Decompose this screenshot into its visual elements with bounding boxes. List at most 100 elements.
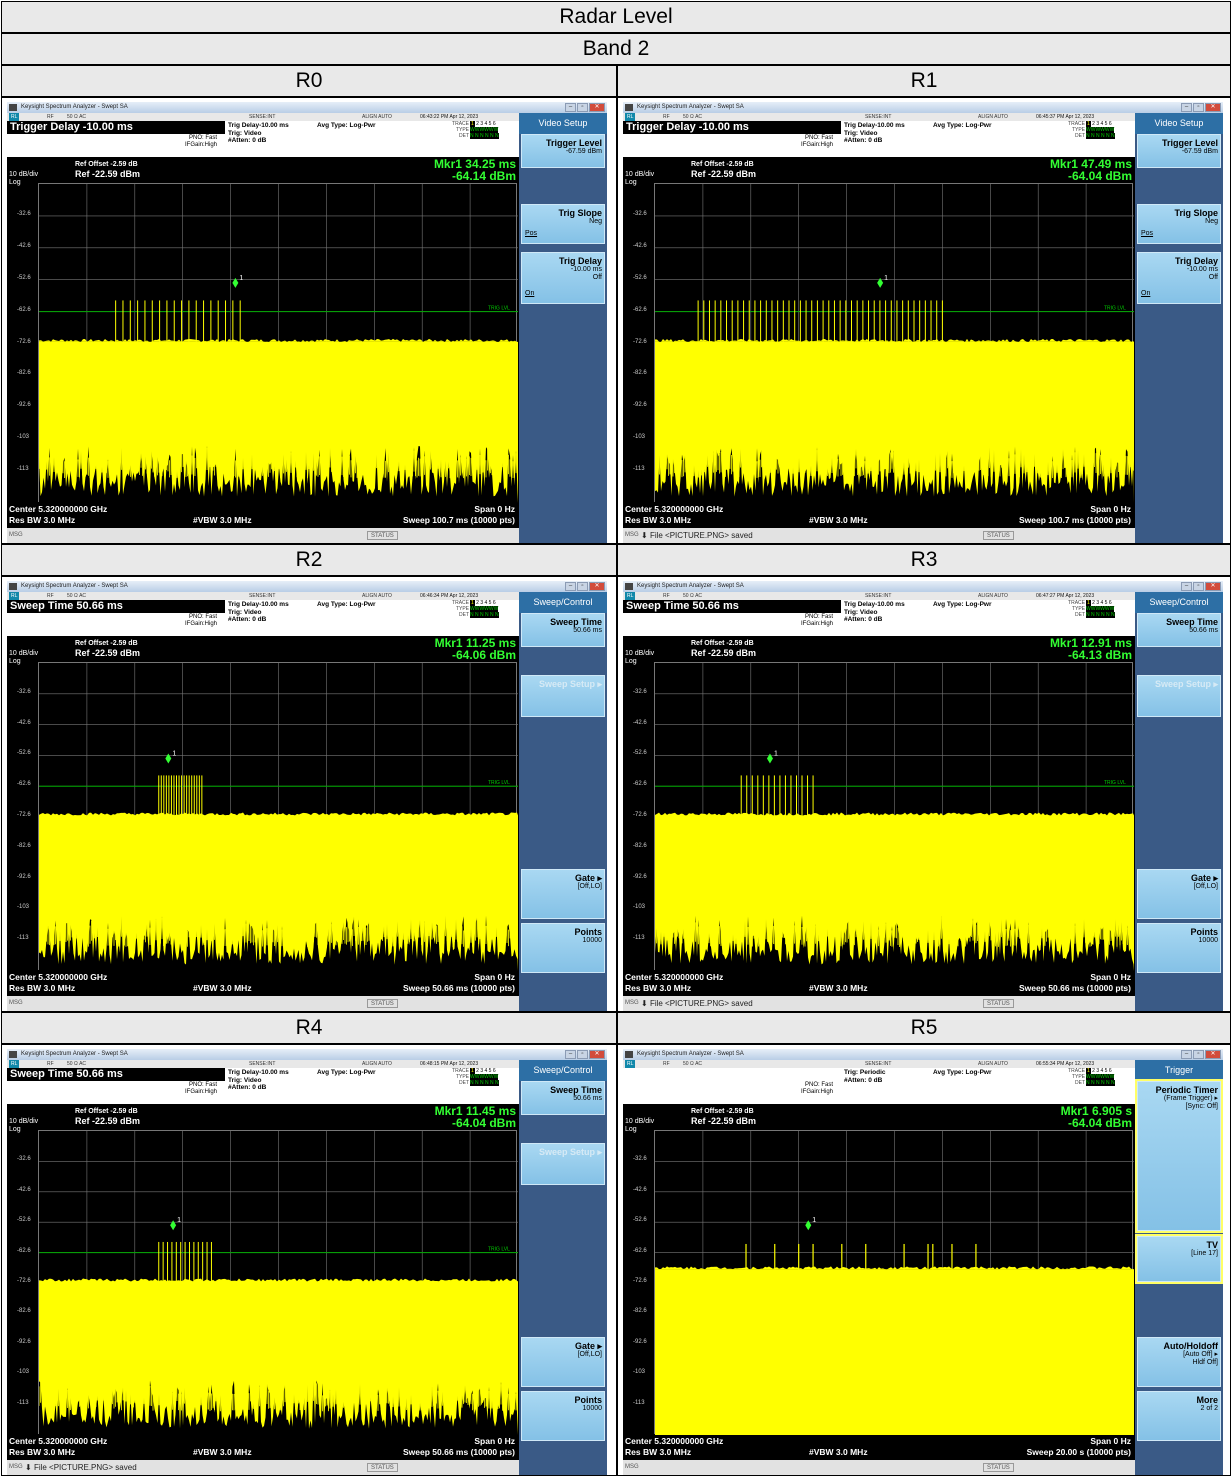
softkey-button[interactable]: Points 10000 [521, 923, 605, 973]
softkey-button[interactable]: Trigger Level -67.59 dBm [521, 134, 605, 168]
span: Span 0 Hz [474, 504, 515, 514]
close-button[interactable]: ✕ [589, 1050, 605, 1059]
impedance-indicator: 50 Ω AC [683, 1061, 703, 1067]
y-tick-label: -113 [17, 1399, 29, 1406]
restore-button[interactable]: ▫ [577, 582, 588, 591]
close-button[interactable]: ✕ [1205, 582, 1221, 591]
restore-button[interactable]: ▫ [1193, 1050, 1204, 1059]
active-function[interactable]: Sweep Time 50.66 ms [623, 600, 841, 613]
softkey-button[interactable]: Sweep Setup ▸ [521, 1143, 605, 1185]
app-icon [625, 583, 633, 590]
softkey-button[interactable]: Sweep Setup ▸ [1137, 675, 1221, 717]
trace-legend-labels: TRACE TYPE DET [1068, 1068, 1085, 1086]
trigger-level-label: TRIG LVL [488, 1247, 510, 1253]
ref-offset: Ref Offset -2.59 dB [691, 161, 754, 168]
softkey-button[interactable]: Sweep Time 50.66 ms [521, 613, 605, 647]
minimize-button[interactable]: – [1181, 582, 1192, 591]
impedance-indicator: 50 Ω AC [683, 593, 703, 599]
softkey-button[interactable]: Periodic Timer (Frame Trigger) ▸ [Sync: Of… [1135, 1079, 1223, 1233]
minimize-button[interactable]: – [565, 103, 576, 112]
window-title: Keysight Spectrum Analyzer - Swept SA [637, 104, 744, 110]
softkey-button[interactable]: Sweep Time 50.66 ms [521, 1081, 605, 1115]
restore-button[interactable]: ▫ [1193, 582, 1204, 591]
marker-readout: Mkr1 6.905 s -64.04 dBm [1061, 1105, 1132, 1129]
marker-1-label: 1 [774, 750, 778, 757]
noise-bottom-dips [39, 445, 518, 503]
y-tick-label: -113 [633, 466, 645, 473]
trace-legend-labels: TRACE TYPE DET [1068, 121, 1085, 139]
active-function[interactable] [623, 1068, 841, 1081]
trigger-setting-line: Trig Delay-10.00 ms [228, 1069, 289, 1076]
pno-ifgain: PNO: Fast IFGain:High [157, 135, 217, 149]
y-tick-label: -92.6 [17, 1338, 31, 1345]
softkey-button[interactable]: Gate ▸ [Off,LO] [1137, 869, 1221, 919]
softkey-label: Sweep Setup ▸ [538, 1147, 602, 1157]
ref-level: Ref -22.59 dBm [75, 1116, 141, 1126]
softkey-button[interactable]: Points 10000 [521, 1391, 605, 1441]
trigger-setting-line: #Atten: 0 dB [228, 137, 267, 144]
softkey-button[interactable]: Gate ▸ [Off,LO] [521, 869, 605, 919]
minimize-button[interactable]: – [565, 582, 576, 591]
softkey-button[interactable]: Sweep Setup ▸ [521, 675, 605, 717]
status-row: RL RF 50 Ω AC SENSE:INT ALIGN AUTO 06:43:22 P… [7, 113, 519, 121]
active-function[interactable]: Trigger Delay -10.00 ms [623, 121, 841, 134]
impedance-indicator: 50 Ω AC [67, 114, 87, 120]
panel-label: R0 [1, 65, 617, 97]
file-saved-message: ⬇ File <PICTURE.PNG> saved [25, 1463, 137, 1472]
minimize-button[interactable]: – [1181, 103, 1192, 112]
softkey-button[interactable]: Trig Delay -10.00 ms Off On [521, 252, 605, 304]
softkey-value: -67.59 dBm [565, 148, 602, 155]
timestamp: 06:43:22 PM Apr 12, 2023 [420, 114, 479, 120]
softkey-button[interactable]: TV [Line 17] [1135, 1234, 1223, 1284]
trigger-setting-line: Trig Delay-10.00 ms [228, 122, 289, 129]
log-label: Log [9, 658, 21, 665]
softkey-button[interactable]: Sweep Time 50.66 ms [1137, 613, 1221, 647]
trace-plot: TRIG LVL 1 [654, 662, 1134, 971]
panel-cell: Keysight Spectrum Analyzer - Swept SA – ▫ ✕… [617, 97, 1231, 544]
restore-button[interactable]: ▫ [577, 103, 588, 112]
close-button[interactable]: ✕ [589, 103, 605, 112]
close-button[interactable]: ✕ [1205, 1050, 1221, 1059]
rf-indicator: RF [47, 1061, 54, 1067]
window-buttons: – ▫ ✕ [565, 103, 605, 112]
softkey-button[interactable]: More 2 of 2 [1137, 1391, 1221, 1441]
trace-legend-values: 1 2 3 4 5 6 WWWWWW N N N N N N [1086, 600, 1115, 618]
active-function[interactable]: Trigger Delay -10.00 ms [7, 121, 225, 134]
active-function[interactable]: Sweep Time 50.66 ms [7, 600, 225, 613]
trigger-setting-line: #Atten: 0 dB [844, 1076, 883, 1084]
minimize-button[interactable]: – [565, 1050, 576, 1059]
minimize-button[interactable]: – [1181, 1050, 1192, 1059]
softkey-option: Pos [1141, 230, 1154, 237]
restore-button[interactable]: ▫ [1193, 103, 1204, 112]
softkey-label: Auto/Holdoff [1163, 1341, 1218, 1351]
y-tick-label: -72.6 [17, 1278, 31, 1284]
marker-time: Mkr1 11.45 ms [434, 1104, 516, 1118]
pno-mode: PNO: Fast [188, 1082, 217, 1088]
marker-1-diamond [766, 753, 773, 764]
softkey-button[interactable]: Gate ▸ [Off,LO] [521, 1337, 605, 1387]
panel-cell: Keysight Spectrum Analyzer - Swept SA – ▫ ✕… [1, 97, 617, 544]
softkey-button[interactable]: Trigger Level -67.59 dBm [1137, 134, 1221, 168]
avg-type: Avg Type: Log-Pwr [933, 122, 992, 129]
noise-bottom-spikes [655, 912, 1134, 947]
softkey-button[interactable]: Points 10000 [1137, 923, 1221, 973]
softkey-value: 10000 [1198, 937, 1218, 944]
video-bw: #VBW 3.0 MHz [193, 1447, 252, 1457]
window-title: Keysight Spectrum Analyzer - Swept SA [21, 1051, 128, 1057]
scale-per-div: 10 dB/div [9, 1118, 39, 1125]
align-indicator: ALIGN AUTO [362, 1061, 392, 1067]
avg-type: Avg Type: Log-Pwr [933, 1069, 992, 1076]
y-tick-label: -72.6 [633, 1278, 647, 1284]
softkey-button[interactable]: Trig Slope Neg Pos [1137, 204, 1221, 244]
status-box: STATUS [367, 1463, 398, 1472]
close-button[interactable]: ✕ [589, 582, 605, 591]
restore-button[interactable]: ▫ [577, 1050, 588, 1059]
softkey-button[interactable]: Trig Delay -10.00 ms Off On [1137, 252, 1221, 304]
softkey-button[interactable]: Auto/Holdoff [Auto Off] ▸ Hldf Off] [1137, 1337, 1221, 1387]
panel-cell: Keysight Spectrum Analyzer - Swept SA – ▫ ✕… [1, 576, 617, 1012]
close-button[interactable]: ✕ [1205, 103, 1221, 112]
active-function[interactable]: Sweep Time 50.66 ms [7, 1068, 225, 1081]
window-title: Keysight Spectrum Analyzer - Swept SA [21, 104, 128, 110]
sense-indicator: SENSE:INT [865, 1061, 892, 1067]
softkey-button[interactable]: Trig Slope Neg Pos [521, 204, 605, 244]
